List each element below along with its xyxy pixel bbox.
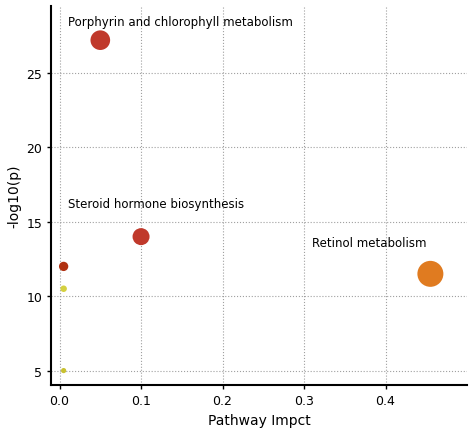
Point [60,263,67,270]
Point [60,367,67,374]
Text: Steroid hormone biosynthesis: Steroid hormone biosynthesis [68,197,244,210]
Point [137,233,145,240]
Point [97,38,104,45]
Point [427,271,434,278]
Text: Retinol metabolism: Retinol metabolism [312,236,427,249]
Text: Porphyrin and chlorophyll metabolism: Porphyrin and chlorophyll metabolism [68,16,292,29]
Point [60,286,67,293]
X-axis label: Pathway Impct: Pathway Impct [208,413,310,427]
Y-axis label: -log10(p): -log10(p) [7,164,21,228]
